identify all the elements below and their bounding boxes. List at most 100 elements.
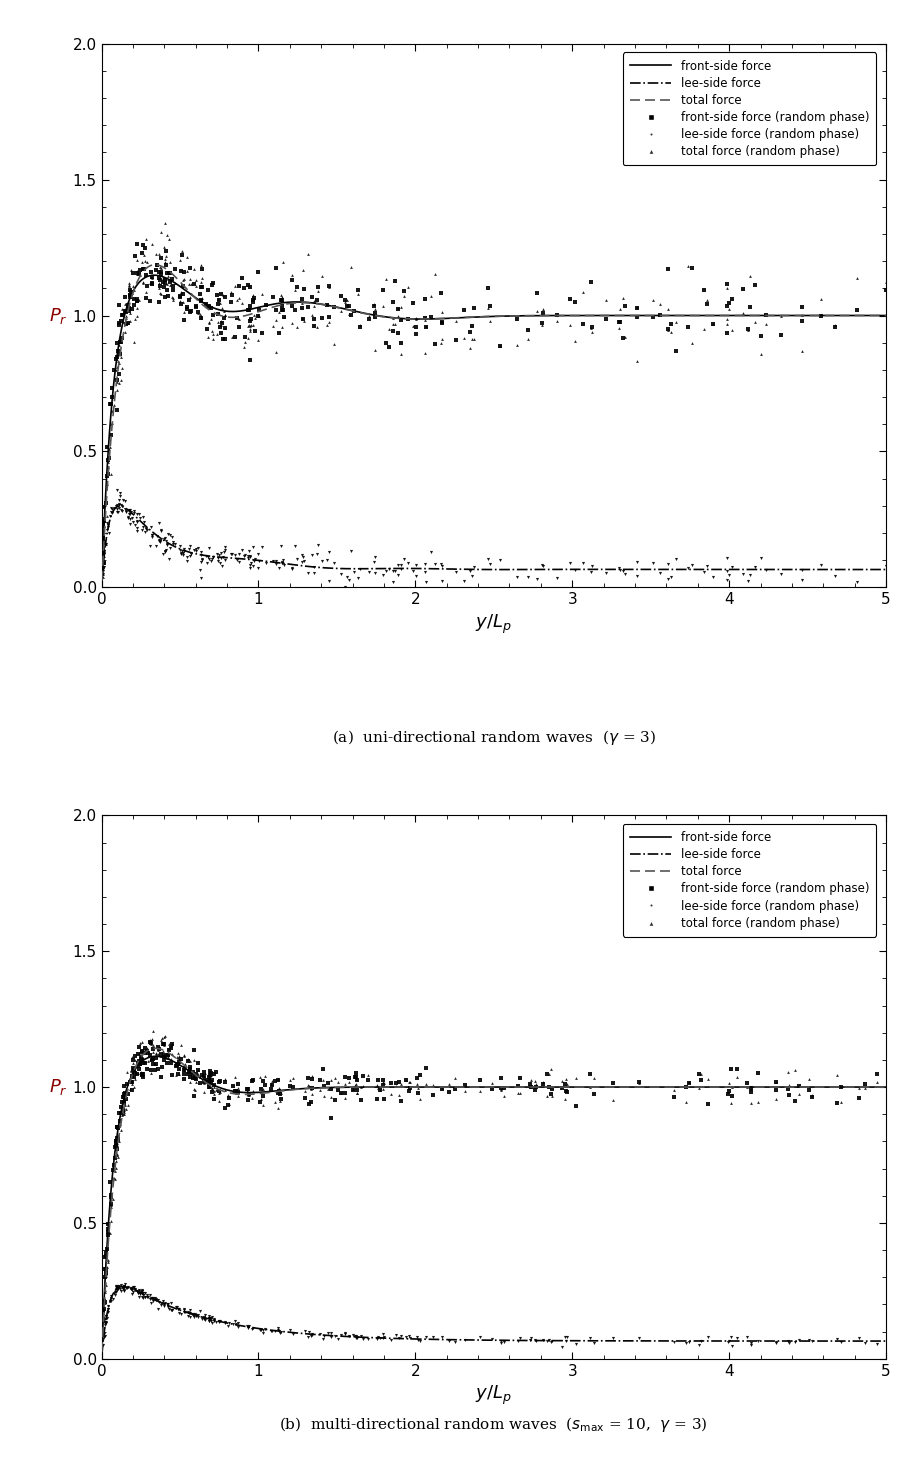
- Point: [148, 1053, 162, 1077]
- Point: [706, 565, 721, 589]
- Point: [328, 1324, 342, 1347]
- Point: [99, 465, 114, 488]
- Point: [265, 1074, 280, 1097]
- Point: [117, 489, 132, 513]
- Point: [189, 539, 204, 562]
- Point: [117, 321, 132, 345]
- Point: [540, 1084, 555, 1107]
- X-axis label: $y/L_p$: $y/L_p$: [475, 1384, 512, 1407]
- Point: [101, 450, 115, 473]
- Point: [108, 1134, 123, 1157]
- Point: [121, 311, 136, 335]
- Point: [135, 251, 150, 275]
- Point: [181, 1062, 196, 1086]
- Point: [113, 340, 127, 364]
- Point: [104, 1195, 119, 1218]
- Point: [186, 1067, 200, 1090]
- Point: [218, 1096, 233, 1119]
- Point: [96, 510, 111, 533]
- Point: [401, 551, 415, 574]
- Point: [582, 1075, 597, 1099]
- Point: [127, 1049, 142, 1072]
- Point: [211, 288, 226, 311]
- Point: [303, 1090, 318, 1113]
- Point: [110, 397, 125, 421]
- Point: [138, 1050, 152, 1074]
- Point: [112, 1275, 126, 1299]
- Point: [144, 1031, 159, 1055]
- Point: [483, 310, 497, 333]
- Point: [121, 273, 136, 297]
- Point: [366, 551, 381, 574]
- Point: [150, 1289, 165, 1312]
- Point: [270, 1096, 285, 1119]
- Point: [768, 1071, 783, 1094]
- Point: [277, 305, 292, 329]
- Point: [124, 1059, 138, 1083]
- Point: [424, 539, 438, 562]
- Point: [111, 1277, 126, 1300]
- Point: [243, 557, 258, 580]
- Point: [350, 1078, 365, 1102]
- Point: [156, 542, 171, 565]
- Point: [161, 1043, 175, 1067]
- Point: [117, 1086, 132, 1109]
- Point: [134, 1061, 149, 1084]
- Point: [462, 336, 477, 359]
- Point: [218, 317, 233, 340]
- Point: [187, 1049, 202, 1072]
- Point: [317, 1324, 331, 1347]
- Point: [134, 1046, 149, 1069]
- Point: [586, 1083, 601, 1106]
- Point: [328, 1088, 342, 1112]
- Point: [315, 264, 330, 288]
- Point: [202, 310, 217, 333]
- Point: [583, 317, 598, 340]
- Point: [171, 1045, 186, 1068]
- Point: [136, 516, 150, 539]
- Point: [197, 1061, 211, 1084]
- Point: [117, 1083, 132, 1106]
- Point: [246, 289, 260, 313]
- Point: [410, 1072, 425, 1096]
- Point: [197, 1308, 211, 1331]
- Point: [124, 281, 138, 304]
- Point: [497, 1084, 511, 1107]
- Point: [629, 297, 644, 320]
- Point: [284, 558, 299, 581]
- Point: [130, 503, 145, 526]
- Point: [136, 1046, 150, 1069]
- Point: [744, 1091, 759, 1115]
- Point: [136, 272, 150, 295]
- Point: [256, 1093, 270, 1116]
- Point: [720, 295, 735, 318]
- Point: [189, 295, 204, 318]
- Point: [256, 1084, 270, 1107]
- Point: [174, 1303, 188, 1327]
- Point: [108, 1143, 123, 1166]
- Point: [175, 275, 190, 298]
- Point: [125, 1071, 139, 1094]
- Point: [792, 1083, 807, 1106]
- Point: [200, 292, 215, 316]
- Point: [180, 260, 195, 283]
- Point: [189, 275, 204, 298]
- Point: [781, 1330, 796, 1353]
- Point: [393, 557, 408, 580]
- Point: [105, 1159, 120, 1182]
- Point: [685, 552, 700, 576]
- Point: [879, 270, 893, 294]
- Point: [248, 318, 263, 342]
- Point: [101, 454, 115, 478]
- Point: [194, 305, 209, 329]
- Point: [162, 228, 176, 251]
- Point: [739, 1075, 754, 1099]
- Point: [221, 1093, 235, 1116]
- Point: [320, 1077, 335, 1100]
- Point: [187, 1302, 202, 1325]
- Point: [393, 308, 408, 332]
- Point: [242, 313, 257, 336]
- Point: [217, 285, 232, 308]
- Point: [300, 1067, 315, 1090]
- Point: [108, 1134, 123, 1157]
